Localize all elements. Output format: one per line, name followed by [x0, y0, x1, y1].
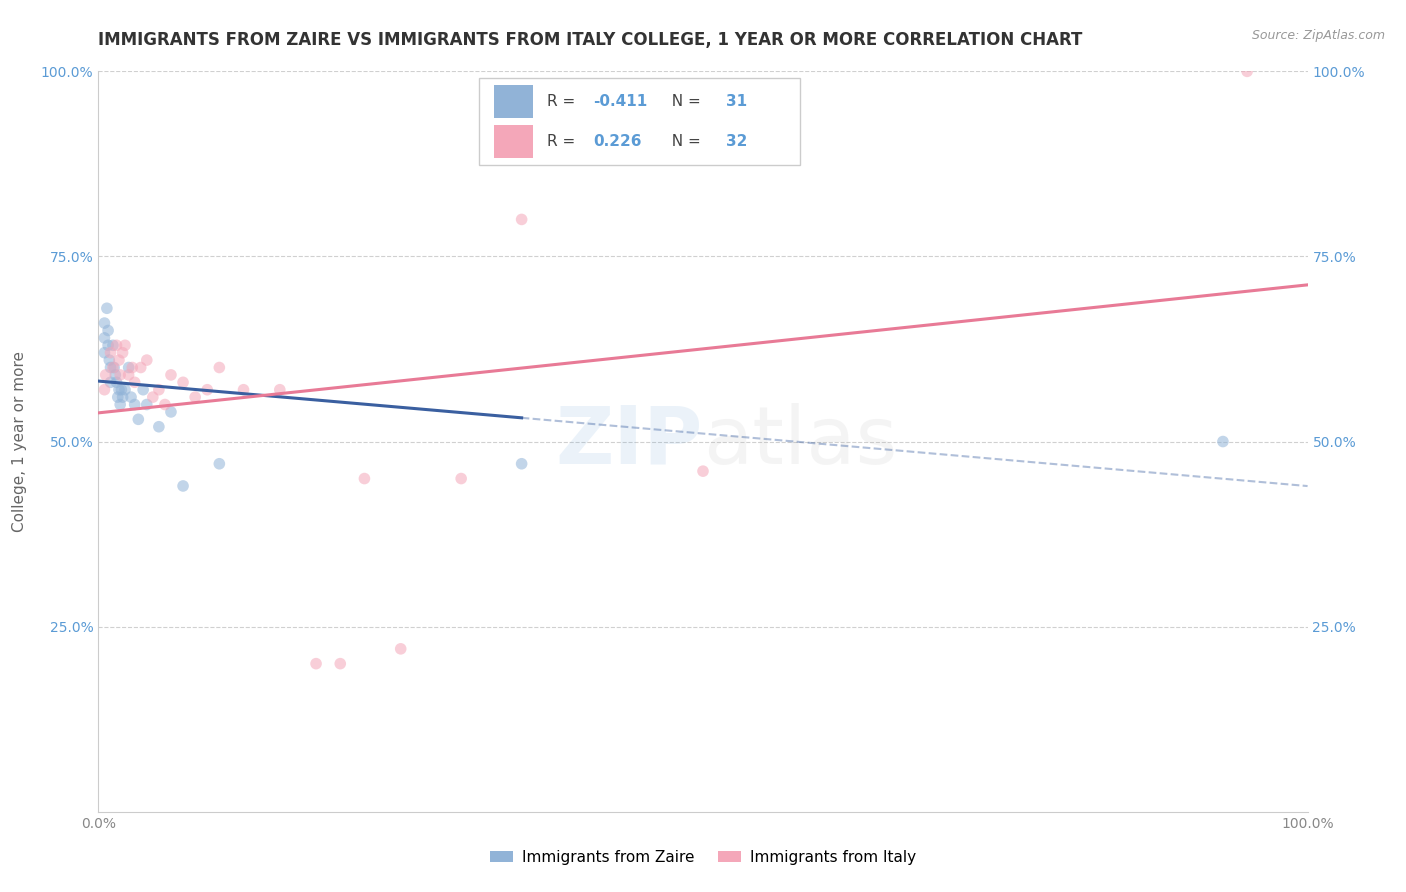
- Point: [100, 360, 122, 375]
- Point: [118, 368, 141, 382]
- Point: [108, 368, 131, 382]
- Point: [132, 383, 155, 397]
- Point: [93, 316, 115, 330]
- Point: [692, 464, 714, 478]
- Point: [114, 383, 136, 397]
- Legend: Immigrants from Zaire, Immigrants from Italy: Immigrants from Zaire, Immigrants from I…: [484, 844, 922, 871]
- Point: [98, 353, 121, 368]
- Bar: [494, 125, 533, 159]
- Point: [353, 471, 375, 485]
- Point: [510, 457, 533, 471]
- Point: [329, 657, 352, 671]
- Point: [160, 368, 183, 382]
- Point: [153, 398, 176, 412]
- Point: [124, 376, 146, 390]
- Point: [97, 324, 120, 338]
- Point: [389, 641, 412, 656]
- Point: [195, 383, 218, 397]
- Point: [93, 345, 115, 359]
- Point: [103, 360, 125, 375]
- Text: IMMIGRANTS FROM ZAIRE VS IMMIGRANTS FROM ITALY COLLEGE, 1 YEAR OR MORE CORRELATI: IMMIGRANTS FROM ZAIRE VS IMMIGRANTS FROM…: [98, 31, 1083, 49]
- Point: [97, 338, 120, 352]
- Point: [510, 212, 533, 227]
- Point: [96, 301, 118, 316]
- Point: [148, 383, 170, 397]
- Point: [142, 390, 165, 404]
- Point: [110, 383, 132, 397]
- Point: [111, 390, 134, 404]
- Point: [108, 353, 131, 368]
- Point: [450, 471, 472, 485]
- Bar: [494, 85, 533, 119]
- Point: [94, 368, 117, 382]
- Point: [208, 457, 231, 471]
- Text: 31: 31: [725, 95, 747, 109]
- Point: [121, 360, 143, 375]
- Text: 32: 32: [725, 135, 748, 149]
- Point: [107, 390, 129, 404]
- Point: [172, 376, 194, 390]
- Point: [100, 345, 122, 359]
- Y-axis label: College, 1 year or more: College, 1 year or more: [13, 351, 27, 532]
- Point: [114, 338, 136, 352]
- Point: [108, 383, 131, 397]
- Point: [124, 398, 146, 412]
- Text: ZIP: ZIP: [555, 402, 703, 481]
- Point: [269, 383, 291, 397]
- Text: Source: ZipAtlas.com: Source: ZipAtlas.com: [1251, 29, 1385, 42]
- Point: [100, 376, 122, 390]
- Text: -0.411: -0.411: [593, 95, 647, 109]
- Text: N =: N =: [662, 135, 706, 149]
- Point: [93, 383, 115, 397]
- Point: [108, 398, 131, 412]
- Point: [111, 345, 134, 359]
- Point: [93, 331, 115, 345]
- Point: [129, 360, 152, 375]
- Point: [135, 398, 157, 412]
- Text: 0.226: 0.226: [593, 135, 641, 149]
- Bar: [479, 78, 800, 165]
- Point: [1212, 434, 1234, 449]
- Point: [160, 405, 183, 419]
- Text: R =: R =: [547, 95, 581, 109]
- Point: [305, 657, 328, 671]
- Point: [101, 360, 124, 375]
- Point: [105, 338, 128, 352]
- Point: [127, 412, 149, 426]
- Point: [232, 383, 254, 397]
- Text: R =: R =: [547, 135, 581, 149]
- Point: [172, 479, 194, 493]
- Point: [148, 419, 170, 434]
- Point: [184, 390, 207, 404]
- Point: [104, 368, 127, 382]
- Text: atlas: atlas: [703, 402, 897, 481]
- Point: [101, 338, 124, 352]
- Point: [135, 353, 157, 368]
- Text: N =: N =: [662, 95, 706, 109]
- Point: [208, 360, 231, 375]
- Point: [105, 376, 128, 390]
- Point: [118, 360, 141, 375]
- Point: [1236, 64, 1258, 78]
- Point: [120, 390, 142, 404]
